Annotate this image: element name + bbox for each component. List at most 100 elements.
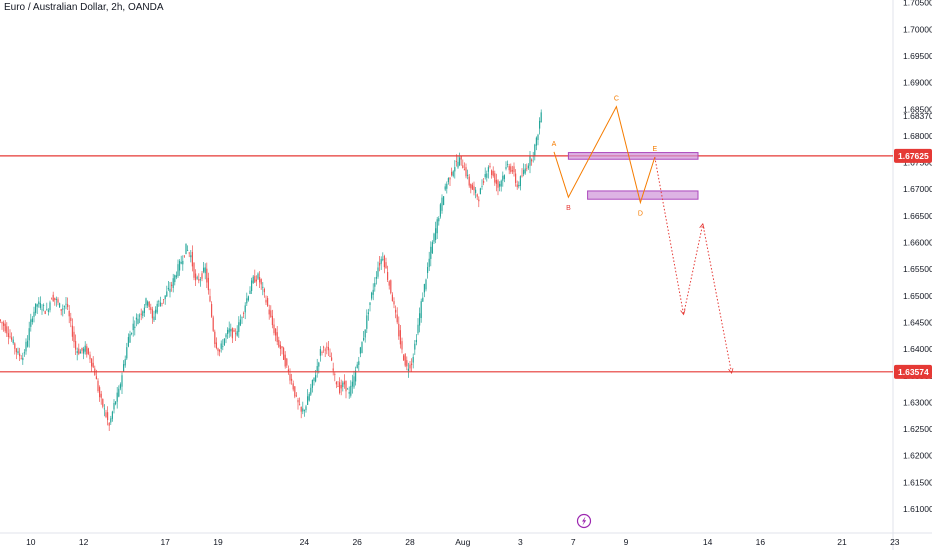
price-level-badge bbox=[894, 364, 932, 379]
candle-body bbox=[172, 278, 174, 288]
candle-body bbox=[223, 338, 225, 346]
candle-body bbox=[145, 298, 147, 306]
candle-body bbox=[508, 165, 510, 171]
candle-body bbox=[62, 308, 64, 310]
abcde-pattern-line[interactable] bbox=[553, 105, 656, 205]
candle-body bbox=[419, 313, 421, 326]
candle-body bbox=[379, 263, 381, 266]
zone-rectangle[interactable] bbox=[567, 152, 699, 160]
candle-body bbox=[481, 186, 483, 188]
candle-body bbox=[244, 305, 246, 313]
candle-body bbox=[447, 178, 449, 183]
candle-body bbox=[60, 309, 62, 311]
candle-body bbox=[417, 324, 419, 334]
candle-body bbox=[198, 279, 200, 281]
x-tick-label: Aug bbox=[455, 537, 470, 547]
candle-body bbox=[195, 273, 197, 281]
candle-body bbox=[363, 337, 365, 341]
candle-body bbox=[67, 304, 69, 307]
candle-body bbox=[155, 309, 157, 314]
candle-body bbox=[393, 301, 395, 305]
candle-body bbox=[92, 362, 94, 368]
candle-body bbox=[287, 369, 289, 372]
candle-body bbox=[531, 159, 533, 162]
candle-body bbox=[399, 330, 401, 345]
candle-body bbox=[49, 302, 51, 311]
candle-body bbox=[15, 348, 17, 353]
candle-body bbox=[292, 383, 294, 390]
candle-body bbox=[6, 326, 8, 334]
candle-body bbox=[406, 360, 408, 367]
candle-body bbox=[148, 301, 150, 308]
candle-body bbox=[454, 167, 456, 172]
candle-body bbox=[403, 355, 405, 361]
candle-body bbox=[289, 374, 291, 381]
candle-body bbox=[267, 298, 269, 306]
y-tick-label: 1.63000 bbox=[903, 397, 932, 407]
candle-body bbox=[252, 276, 254, 283]
candle-body bbox=[259, 277, 261, 283]
candle-body bbox=[286, 358, 288, 366]
candle-body bbox=[143, 307, 145, 313]
x-tick-label: 10 bbox=[26, 537, 36, 547]
candle-body bbox=[355, 370, 357, 382]
candle-body bbox=[268, 309, 270, 315]
candle-body bbox=[183, 255, 185, 257]
candle-body bbox=[0, 319, 2, 322]
candle-body bbox=[63, 306, 65, 308]
candle-body bbox=[308, 394, 310, 401]
candle-body bbox=[430, 246, 432, 259]
candle-body bbox=[27, 340, 29, 347]
candle-body bbox=[279, 344, 281, 349]
candle-body bbox=[180, 262, 182, 264]
candle-body bbox=[497, 180, 499, 188]
lightning-bolt-icon[interactable] bbox=[576, 513, 592, 529]
candle-body bbox=[446, 183, 448, 189]
candle-body bbox=[206, 268, 208, 283]
candle-body bbox=[455, 161, 457, 162]
x-tick-label: 16 bbox=[756, 537, 766, 547]
candle-body bbox=[102, 398, 104, 407]
candle-body bbox=[97, 380, 99, 391]
candle-body bbox=[521, 175, 523, 177]
candle-body bbox=[249, 290, 251, 295]
candle-body bbox=[276, 332, 278, 342]
candle-body bbox=[201, 273, 203, 279]
candle-body bbox=[439, 204, 441, 217]
candle-body bbox=[523, 169, 525, 175]
candle-body bbox=[47, 310, 49, 312]
candle-body bbox=[348, 392, 350, 394]
candle-body bbox=[166, 291, 168, 297]
candle-body bbox=[310, 387, 312, 395]
y-tick-label: 1.61000 bbox=[903, 504, 932, 514]
candle-body bbox=[116, 392, 118, 402]
candle-body bbox=[212, 317, 214, 331]
candle-body bbox=[163, 299, 165, 301]
candle-body bbox=[79, 351, 81, 354]
candle-body bbox=[364, 329, 366, 338]
projection-path[interactable] bbox=[654, 157, 733, 374]
candle-body bbox=[260, 279, 262, 285]
price-level-badge-label: 1.67625 bbox=[898, 151, 929, 161]
candle-body bbox=[41, 309, 43, 311]
candle-body bbox=[99, 387, 101, 398]
candle-body bbox=[171, 284, 173, 286]
candle-body bbox=[539, 120, 541, 129]
candle-body bbox=[371, 292, 373, 299]
candle-body bbox=[431, 242, 433, 254]
candle-body bbox=[71, 325, 73, 337]
candle-body bbox=[395, 309, 397, 313]
candle-body bbox=[3, 322, 5, 326]
candle-body bbox=[87, 348, 89, 354]
candle-body bbox=[246, 298, 248, 304]
candle-body bbox=[526, 168, 528, 170]
candle-body bbox=[108, 422, 110, 426]
candle-body bbox=[150, 307, 152, 310]
candle-body bbox=[65, 303, 67, 305]
candle-body bbox=[339, 382, 341, 393]
candle-body bbox=[139, 315, 141, 317]
candle-body bbox=[251, 280, 253, 292]
candle-body bbox=[107, 412, 109, 421]
